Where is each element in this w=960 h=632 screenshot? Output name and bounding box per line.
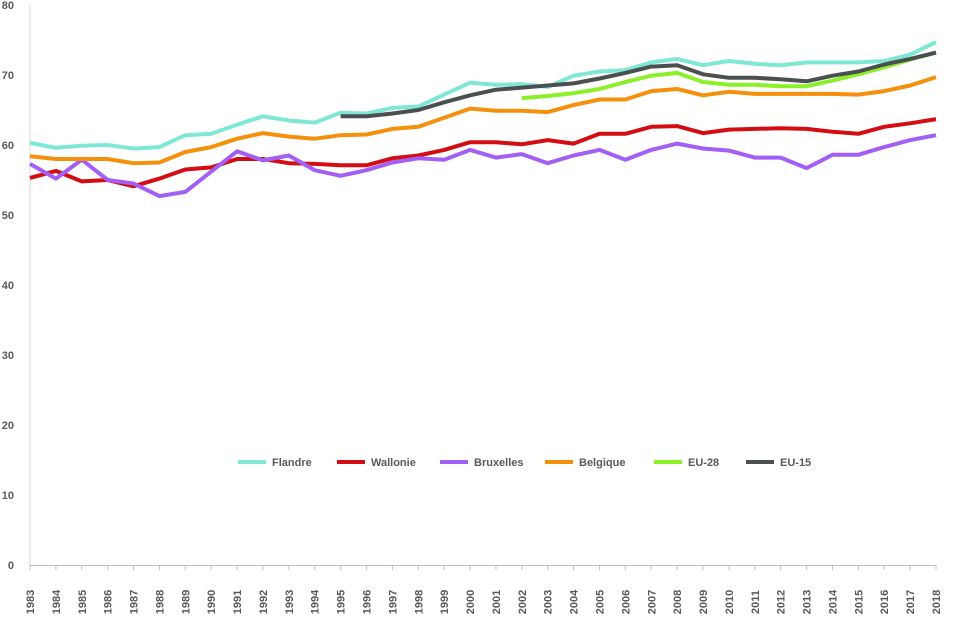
y-tick-label: 70: [2, 70, 14, 82]
y-tick-label: 20: [2, 420, 14, 432]
x-tick-label: 1988: [154, 590, 166, 614]
x-tick-label: 2016: [879, 590, 891, 614]
legend: Flandre Wallonie Bruxelles Belgique EU-28 EU-…: [238, 457, 811, 469]
legend-label-eu-15: EU-15: [780, 457, 811, 469]
x-tick-label: 1995: [336, 590, 348, 614]
legend-label-wallonie: Wallonie: [371, 457, 416, 469]
x-tick-label: 1987: [129, 590, 141, 614]
x-tick-label: 2010: [724, 590, 736, 614]
x-tick-label: 2018: [931, 590, 943, 614]
x-tick-label: 2013: [802, 590, 814, 614]
x-tick-label: 1992: [258, 590, 270, 614]
x-tick-label: 2002: [517, 590, 529, 614]
y-tick-label: 80: [2, 0, 14, 12]
x-tick-label: 1986: [103, 590, 115, 614]
x-tick-label: 1984: [51, 589, 63, 614]
x-tick-label: 1996: [362, 590, 374, 614]
x-tick-label: 1985: [77, 590, 89, 614]
series-line-belgique: [29, 75, 937, 166]
series-line-wallonie: [29, 117, 937, 189]
series-line-flandre: [29, 40, 937, 151]
y-tick-label: 50: [2, 210, 14, 222]
x-tick-label: 1998: [413, 590, 425, 614]
x-tick-label: 2001: [491, 590, 503, 614]
x-tick-label: 2012: [776, 590, 788, 614]
x-tick-label: 2000: [465, 590, 477, 614]
x-tick-label: 2009: [698, 590, 710, 614]
y-tick-label: 60: [2, 140, 14, 152]
y-axis-ticks: 0 10 20 30 40 50 60 70 80: [2, 0, 14, 572]
y-tick-label: 10: [2, 490, 14, 502]
y-tick-label: 0: [8, 560, 14, 572]
legend-label-belgique: Belgique: [579, 457, 625, 469]
x-tick-label: 1990: [206, 590, 218, 614]
x-axis-ticks: 1983 1984 1985 1986 1987 1988 1989 1990 1991 1992…: [25, 565, 943, 614]
legend-label-eu-28: EU-28: [688, 457, 719, 469]
y-tick-label: 30: [2, 350, 14, 362]
x-tick-label: 1999: [439, 590, 451, 614]
x-tick-label: 2004: [569, 589, 581, 614]
series-line-eu-15: [340, 50, 937, 119]
series-lines: [29, 40, 937, 199]
x-tick-label: 2007: [646, 590, 658, 614]
x-tick-label: 2005: [594, 590, 606, 614]
x-tick-label: 2008: [672, 590, 684, 614]
series-line-eu-28: [521, 50, 937, 101]
x-tick-label: 1991: [232, 590, 244, 614]
x-tick-label: 2003: [543, 590, 555, 614]
x-tick-label: 1983: [25, 590, 37, 614]
x-tick-label: 2006: [620, 590, 632, 614]
x-tick-label: 1994: [310, 589, 322, 614]
x-tick-label: 2014: [827, 589, 839, 614]
x-tick-label: 2017: [905, 590, 917, 614]
x-tick-label: 2011: [750, 590, 762, 614]
x-tick-label: 1993: [284, 590, 296, 614]
legend-label-bruxelles: Bruxelles: [474, 457, 524, 469]
x-tick-label: 2015: [853, 590, 865, 614]
legend-label-flandre: Flandre: [272, 457, 312, 469]
y-tick-label: 40: [2, 280, 14, 292]
series-line-bruxelles: [29, 133, 937, 199]
x-tick-label: 1989: [180, 590, 192, 614]
x-tick-label: 1997: [387, 590, 399, 614]
